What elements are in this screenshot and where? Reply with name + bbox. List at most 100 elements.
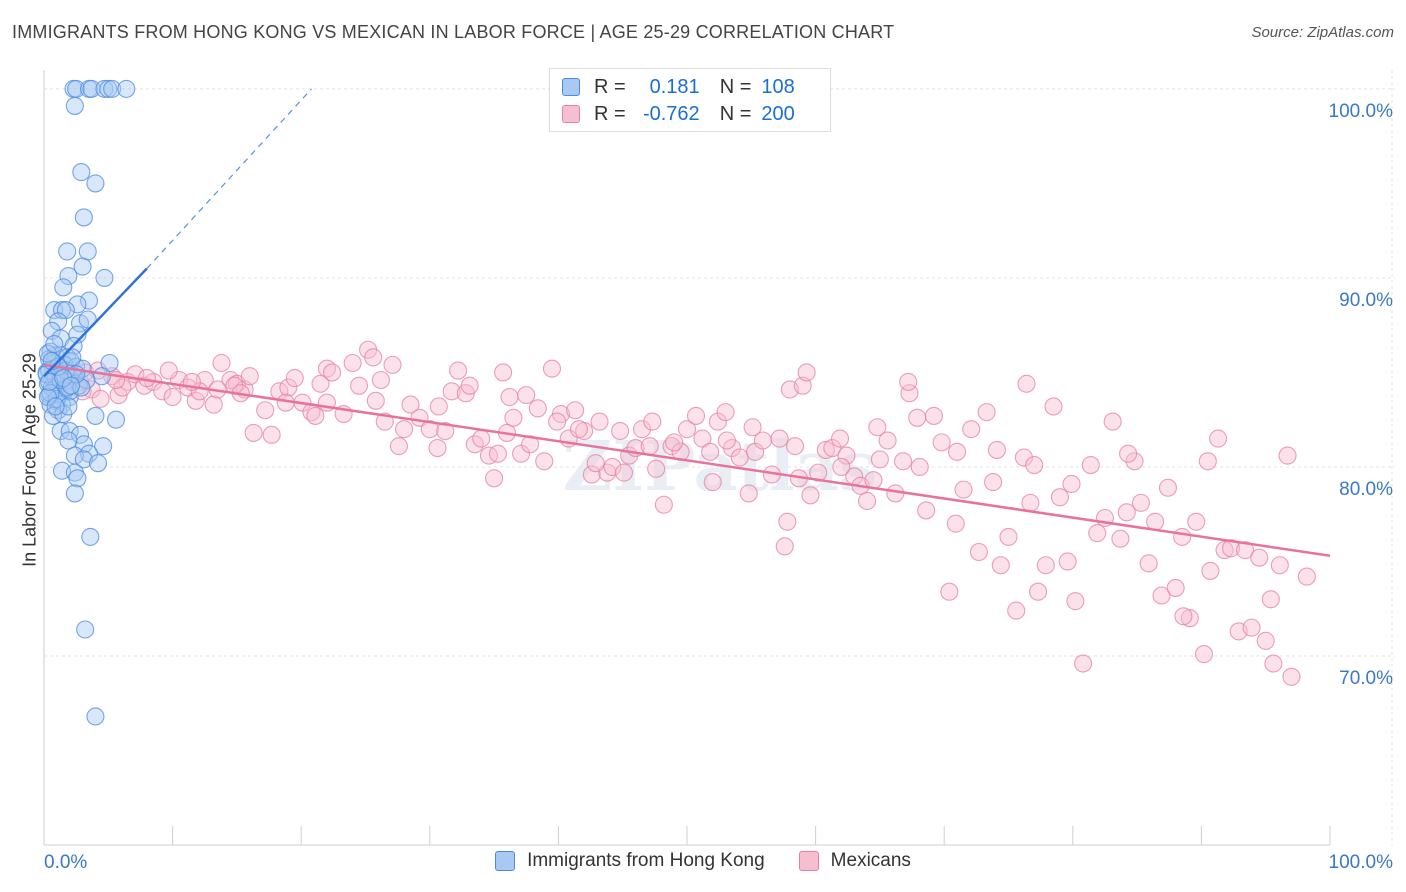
mexicans-points: [54, 340, 1316, 686]
mexicans-point: [244, 423, 263, 442]
mexicans-point: [1173, 527, 1192, 546]
mexicans-point: [436, 421, 455, 441]
mexicans-point: [739, 484, 758, 503]
mexicans-point: [924, 406, 943, 425]
mexicans-point: [262, 425, 281, 444]
mexicans-point: [204, 395, 223, 414]
mexicans-point: [488, 444, 508, 463]
y-tick-label: 100.0%: [1329, 101, 1394, 122]
mexicans-point: [323, 363, 342, 382]
hong-kong-point: [94, 437, 113, 456]
mexicans-point: [91, 389, 110, 408]
legend-n-value: 200: [761, 102, 795, 125]
hong-kong-point: [59, 397, 78, 416]
mexicans-point: [703, 473, 722, 492]
hong-kong-point: [100, 353, 119, 373]
hong-kong-point: [86, 174, 105, 193]
mexicans-point: [364, 348, 383, 367]
mexicans-point: [528, 399, 547, 418]
hong-kong-point: [65, 484, 84, 503]
mexicans-point: [701, 442, 720, 461]
mexicans-point: [677, 420, 697, 439]
mexicans-point: [542, 359, 562, 378]
mexicans-point: [535, 452, 554, 471]
legend-r-value: -0.762: [642, 102, 700, 125]
mexicans-point: [984, 473, 1003, 492]
hong-kong-point: [95, 79, 114, 98]
hong-kong-point: [46, 397, 65, 416]
mexicans-point: [654, 495, 673, 514]
mexicans-point: [640, 437, 659, 456]
hong-kong-point: [61, 376, 81, 395]
hong-kong-point: [73, 257, 92, 276]
mexicans-point: [383, 355, 402, 374]
mexicans-point: [343, 353, 362, 373]
mexicans-point: [632, 420, 652, 439]
mexicans-trend-line: [43, 363, 1331, 558]
mexicans-point: [910, 457, 929, 477]
hong-kong-trend-extension: [146, 88, 312, 269]
mexicans-point: [1139, 554, 1158, 573]
mexicans-point: [870, 450, 889, 469]
mexicans-point: [1242, 618, 1261, 637]
mexicans-point: [504, 408, 523, 427]
mexicans-point: [1007, 601, 1026, 620]
x-tick-label-max: 100.0%: [1328, 852, 1393, 873]
mexicans-point: [311, 374, 330, 393]
mexicans-point: [775, 537, 794, 556]
hong-kong-point: [52, 301, 72, 320]
hong-kong-point: [103, 79, 122, 98]
mexicans-point: [878, 431, 897, 450]
mexicans-point: [643, 412, 662, 431]
hong-kong-point: [86, 406, 105, 425]
source-label: Source: ZipAtlas.com: [1251, 24, 1394, 41]
mexicans-point: [686, 406, 706, 425]
mexicans-point: [1036, 556, 1055, 575]
mexicans-point: [240, 367, 259, 386]
trend-lines: [43, 88, 1331, 558]
legend-label: Immigrants from Hong Kong: [527, 850, 765, 871]
mexicans-point: [1062, 474, 1081, 494]
hong-kong-point: [42, 321, 61, 340]
mexicans-point: [778, 512, 797, 531]
legend-r-label: R =: [594, 75, 626, 98]
mexicans-point: [1125, 452, 1144, 471]
legend-swatch-blue: [495, 851, 516, 871]
mexicans-point: [366, 391, 385, 410]
mexicans-point: [708, 412, 727, 431]
mexicans-point: [1021, 493, 1040, 512]
mexicans-point: [1081, 456, 1100, 475]
legend-item-hong-kong[interactable]: Immigrants from Hong Kong: [495, 850, 765, 872]
hong-kong-point: [76, 620, 95, 639]
x-tick-label-min: 0.0%: [44, 852, 88, 873]
y-tick-label: 80.0%: [1339, 479, 1393, 500]
hong-kong-point: [45, 335, 64, 354]
mexicans-point: [917, 501, 936, 520]
mexicans-point: [611, 421, 630, 441]
mexicans-point: [350, 376, 369, 395]
mexicans-point: [306, 406, 325, 425]
mexicans-point: [442, 382, 461, 401]
mexicans-point: [1198, 452, 1217, 471]
mexicans-point: [521, 435, 540, 454]
legend-row-mexicans: R = -0.762 N = 200: [562, 101, 795, 127]
mexicans-point: [816, 440, 835, 459]
mexicans-point: [1270, 556, 1289, 575]
mexicans-point: [893, 452, 913, 471]
legend-item-mexicans[interactable]: Mexicans: [798, 850, 911, 872]
legend-swatch-pink: [798, 851, 819, 871]
mexicans-point: [371, 370, 390, 390]
mexicans-point: [494, 363, 513, 382]
hong-kong-point: [60, 421, 79, 441]
stats-legend: R = 0.181 N = 108 R = -0.762 N = 200: [549, 68, 831, 132]
legend-label: Mexicans: [830, 850, 911, 871]
mexicans-point: [212, 353, 231, 373]
mexicans-point: [1029, 582, 1048, 601]
hong-kong-trend-line: [43, 267, 148, 378]
axes: [43, 70, 1331, 846]
hong-kong-point: [74, 450, 93, 469]
mexicans-point: [1066, 592, 1085, 611]
mexicans-point: [830, 429, 850, 448]
hong-kong-point: [79, 444, 99, 463]
y-tick-labels: 70.0% 80.0% 90.0% 100.0%: [1329, 101, 1394, 689]
